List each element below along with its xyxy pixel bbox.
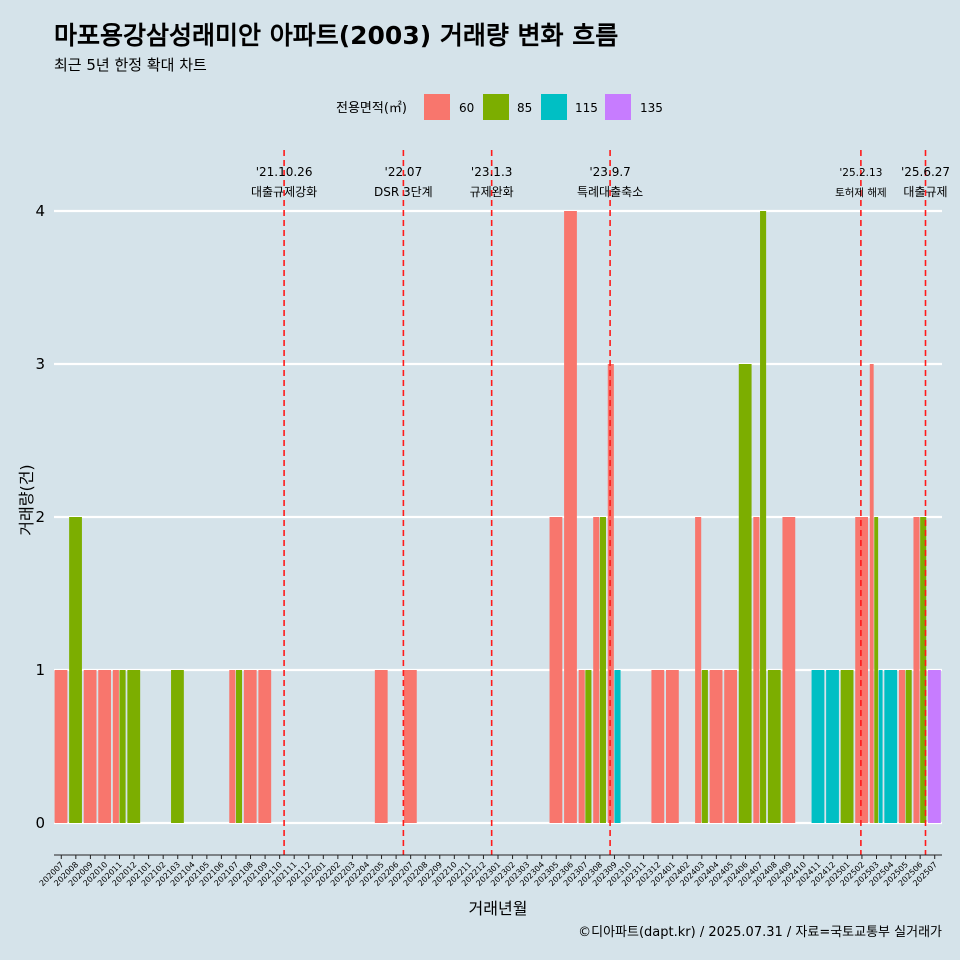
chart-title: 마포용강삼성래미안 아파트(2003) 거래량 변화 흐름 xyxy=(54,21,618,50)
bar-202504-115 xyxy=(884,670,898,823)
bar-202312-60 xyxy=(651,670,665,823)
bar-202103-85 xyxy=(171,670,184,823)
bar-202307-60 xyxy=(578,670,585,823)
y-axis-title: 거래량(건) xyxy=(17,464,36,535)
bar-202401-60 xyxy=(665,670,679,823)
bar-202505-60 xyxy=(898,670,906,823)
y-tick-label-4: 4 xyxy=(35,202,45,220)
bar-202506-60 xyxy=(913,517,920,823)
bar-202409-60 xyxy=(782,517,796,823)
legend: 전용면적(㎡) 60 85 115 135 xyxy=(336,94,663,120)
legend-label-85: 85 xyxy=(517,101,532,115)
event-text-label-1: DSR 3단계 xyxy=(374,185,433,199)
bar-202407-85 xyxy=(760,211,767,823)
bar-202108-60 xyxy=(243,670,257,823)
legend-label-115: 115 xyxy=(575,101,598,115)
bar-202403-85 xyxy=(701,670,708,823)
bar-202406-85 xyxy=(738,364,752,823)
bar-202503-115 xyxy=(878,670,883,823)
events-layer: '21.10.26 대출규제강화 '22.07 DSR 3단계 '23.1.3 규제완화 '… xyxy=(251,150,950,855)
bar-202503-85 xyxy=(874,517,879,823)
legend-swatch-135 xyxy=(605,94,631,120)
y-tick-label-0: 0 xyxy=(35,814,45,832)
legend-label-60: 60 xyxy=(459,101,474,115)
event-date-label-4: '25.2.13 xyxy=(839,167,882,179)
bar-202407-60 xyxy=(753,517,760,823)
bar-202107-85 xyxy=(235,670,243,823)
bar-202011-85 xyxy=(119,670,126,823)
bar-202507-135 xyxy=(928,670,941,823)
y-tick-label-1: 1 xyxy=(35,661,45,679)
event-date-label-3: '23.9.7 xyxy=(589,165,630,179)
bar-202403-60 xyxy=(695,517,702,823)
legend-swatch-60 xyxy=(424,94,450,120)
bar-202308-85 xyxy=(599,517,606,823)
bar-202404-60 xyxy=(709,670,723,823)
bar-202109-60 xyxy=(258,670,272,823)
event-date-label-1: '22.07 xyxy=(385,165,423,179)
chart-subtitle: 최근 5년 한정 확대 차트 xyxy=(54,56,207,74)
bar-202012-85 xyxy=(127,670,141,823)
event-date-label-0: '21.10.26 xyxy=(256,165,313,179)
bar-202503-60 xyxy=(869,364,874,823)
bar-202411-115 xyxy=(811,670,825,823)
bar-202501-85 xyxy=(840,670,854,823)
grid-layer xyxy=(54,209,942,825)
bar-202107-60 xyxy=(229,670,236,823)
bar-202306-60 xyxy=(564,211,577,823)
bar-202011-60 xyxy=(112,670,119,823)
event-text-label-3: 특례대출축소 xyxy=(577,185,643,199)
event-text-label-5: 대출규제 xyxy=(903,185,947,199)
bar-202308-60 xyxy=(593,517,600,823)
bar-202207-60 xyxy=(403,670,417,823)
bar-202205-60 xyxy=(374,670,388,823)
y-tick-label-3: 3 xyxy=(35,355,45,373)
bar-202408-85 xyxy=(767,670,781,823)
bar-202009-60 xyxy=(83,670,97,823)
bars-layer xyxy=(54,211,941,823)
chart-caption: ©디아파트(dapt.kr) / 2025.07.31 / 자료=국토교통부 실… xyxy=(578,925,942,940)
x-axis-title: 거래년월 xyxy=(469,899,528,918)
event-date-label-2: '23.1.3 xyxy=(471,165,512,179)
event-date-label-5: '25.6.27 xyxy=(901,165,950,179)
bar-202412-115 xyxy=(826,670,839,823)
legend-swatch-85 xyxy=(483,94,509,120)
bar-202307-85 xyxy=(585,670,592,823)
bar-202008-85 xyxy=(69,517,82,823)
event-text-label-4: 토허제 해제 xyxy=(835,186,887,199)
bar-202506-85 xyxy=(920,517,927,823)
y-tick-label-2: 2 xyxy=(35,508,45,526)
bar-202309-115 xyxy=(614,670,621,823)
bar-202305-60 xyxy=(549,517,563,823)
legend-label-135: 135 xyxy=(640,101,663,115)
bar-202007-60 xyxy=(54,670,68,823)
legend-title: 전용면적(㎡) xyxy=(336,101,407,116)
legend-swatch-115 xyxy=(541,94,567,120)
bar-202010-60 xyxy=(98,670,112,823)
bar-202505-85 xyxy=(905,670,912,823)
event-text-label-2: 규제완화 xyxy=(470,185,514,199)
event-text-label-0: 대출규제강화 xyxy=(251,185,317,199)
bar-202405-60 xyxy=(724,670,738,823)
